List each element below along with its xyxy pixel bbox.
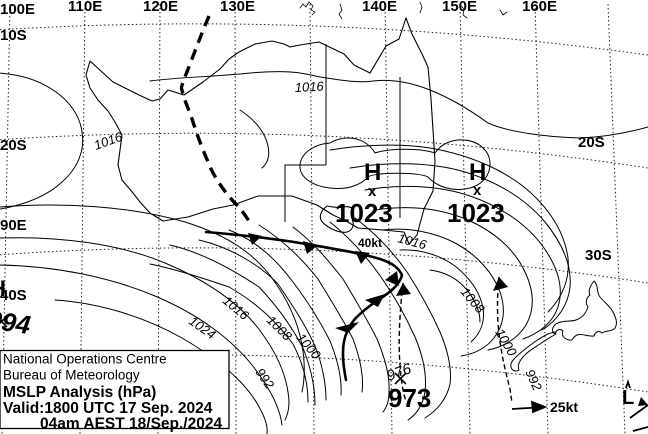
svg-text:160E: 160E	[522, 0, 557, 15]
svg-text:x: x	[473, 182, 482, 199]
svg-text:L: L	[622, 387, 634, 409]
svg-text:1023: 1023	[447, 198, 505, 228]
svg-text:150E: 150E	[442, 0, 477, 15]
svg-text:20S: 20S	[0, 137, 27, 154]
svg-text:140E: 140E	[362, 0, 397, 15]
svg-text:973: 973	[388, 383, 431, 413]
svg-text:H: H	[0, 276, 6, 301]
svg-text:1016: 1016	[294, 78, 324, 95]
svg-text:Valid:1800 UTC 17 Sep. 2024: Valid:1800 UTC 17 Sep. 2024	[3, 400, 213, 417]
svg-text:130E: 130E	[220, 0, 255, 15]
svg-text:Bureau of Meteorology: Bureau of Meteorology	[3, 368, 140, 383]
svg-text:H: H	[364, 159, 381, 186]
svg-text:994: 994	[0, 304, 33, 340]
svg-text:10S: 10S	[0, 27, 27, 44]
svg-text:25kt: 25kt	[550, 399, 578, 415]
svg-text:1023: 1023	[335, 198, 393, 228]
svg-text:100E: 100E	[0, 1, 35, 18]
svg-text:National Operations Centre: National Operations Centre	[3, 352, 167, 367]
svg-text:30S: 30S	[585, 247, 612, 264]
svg-text:120E: 120E	[143, 0, 178, 15]
svg-text:110E: 110E	[68, 0, 102, 15]
svg-text:04am AEST 18/Sep./2024: 04am AEST 18/Sep./2024	[40, 416, 222, 433]
svg-text:MSLP Analysis (hPa): MSLP Analysis (hPa)	[3, 384, 156, 401]
svg-text:90E: 90E	[0, 217, 27, 234]
